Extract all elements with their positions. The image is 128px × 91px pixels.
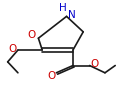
Text: H: H [59, 3, 67, 13]
Text: O: O [47, 71, 55, 81]
Text: O: O [9, 44, 17, 54]
Text: O: O [28, 30, 36, 40]
Text: O: O [91, 59, 99, 69]
Text: N: N [68, 10, 76, 20]
